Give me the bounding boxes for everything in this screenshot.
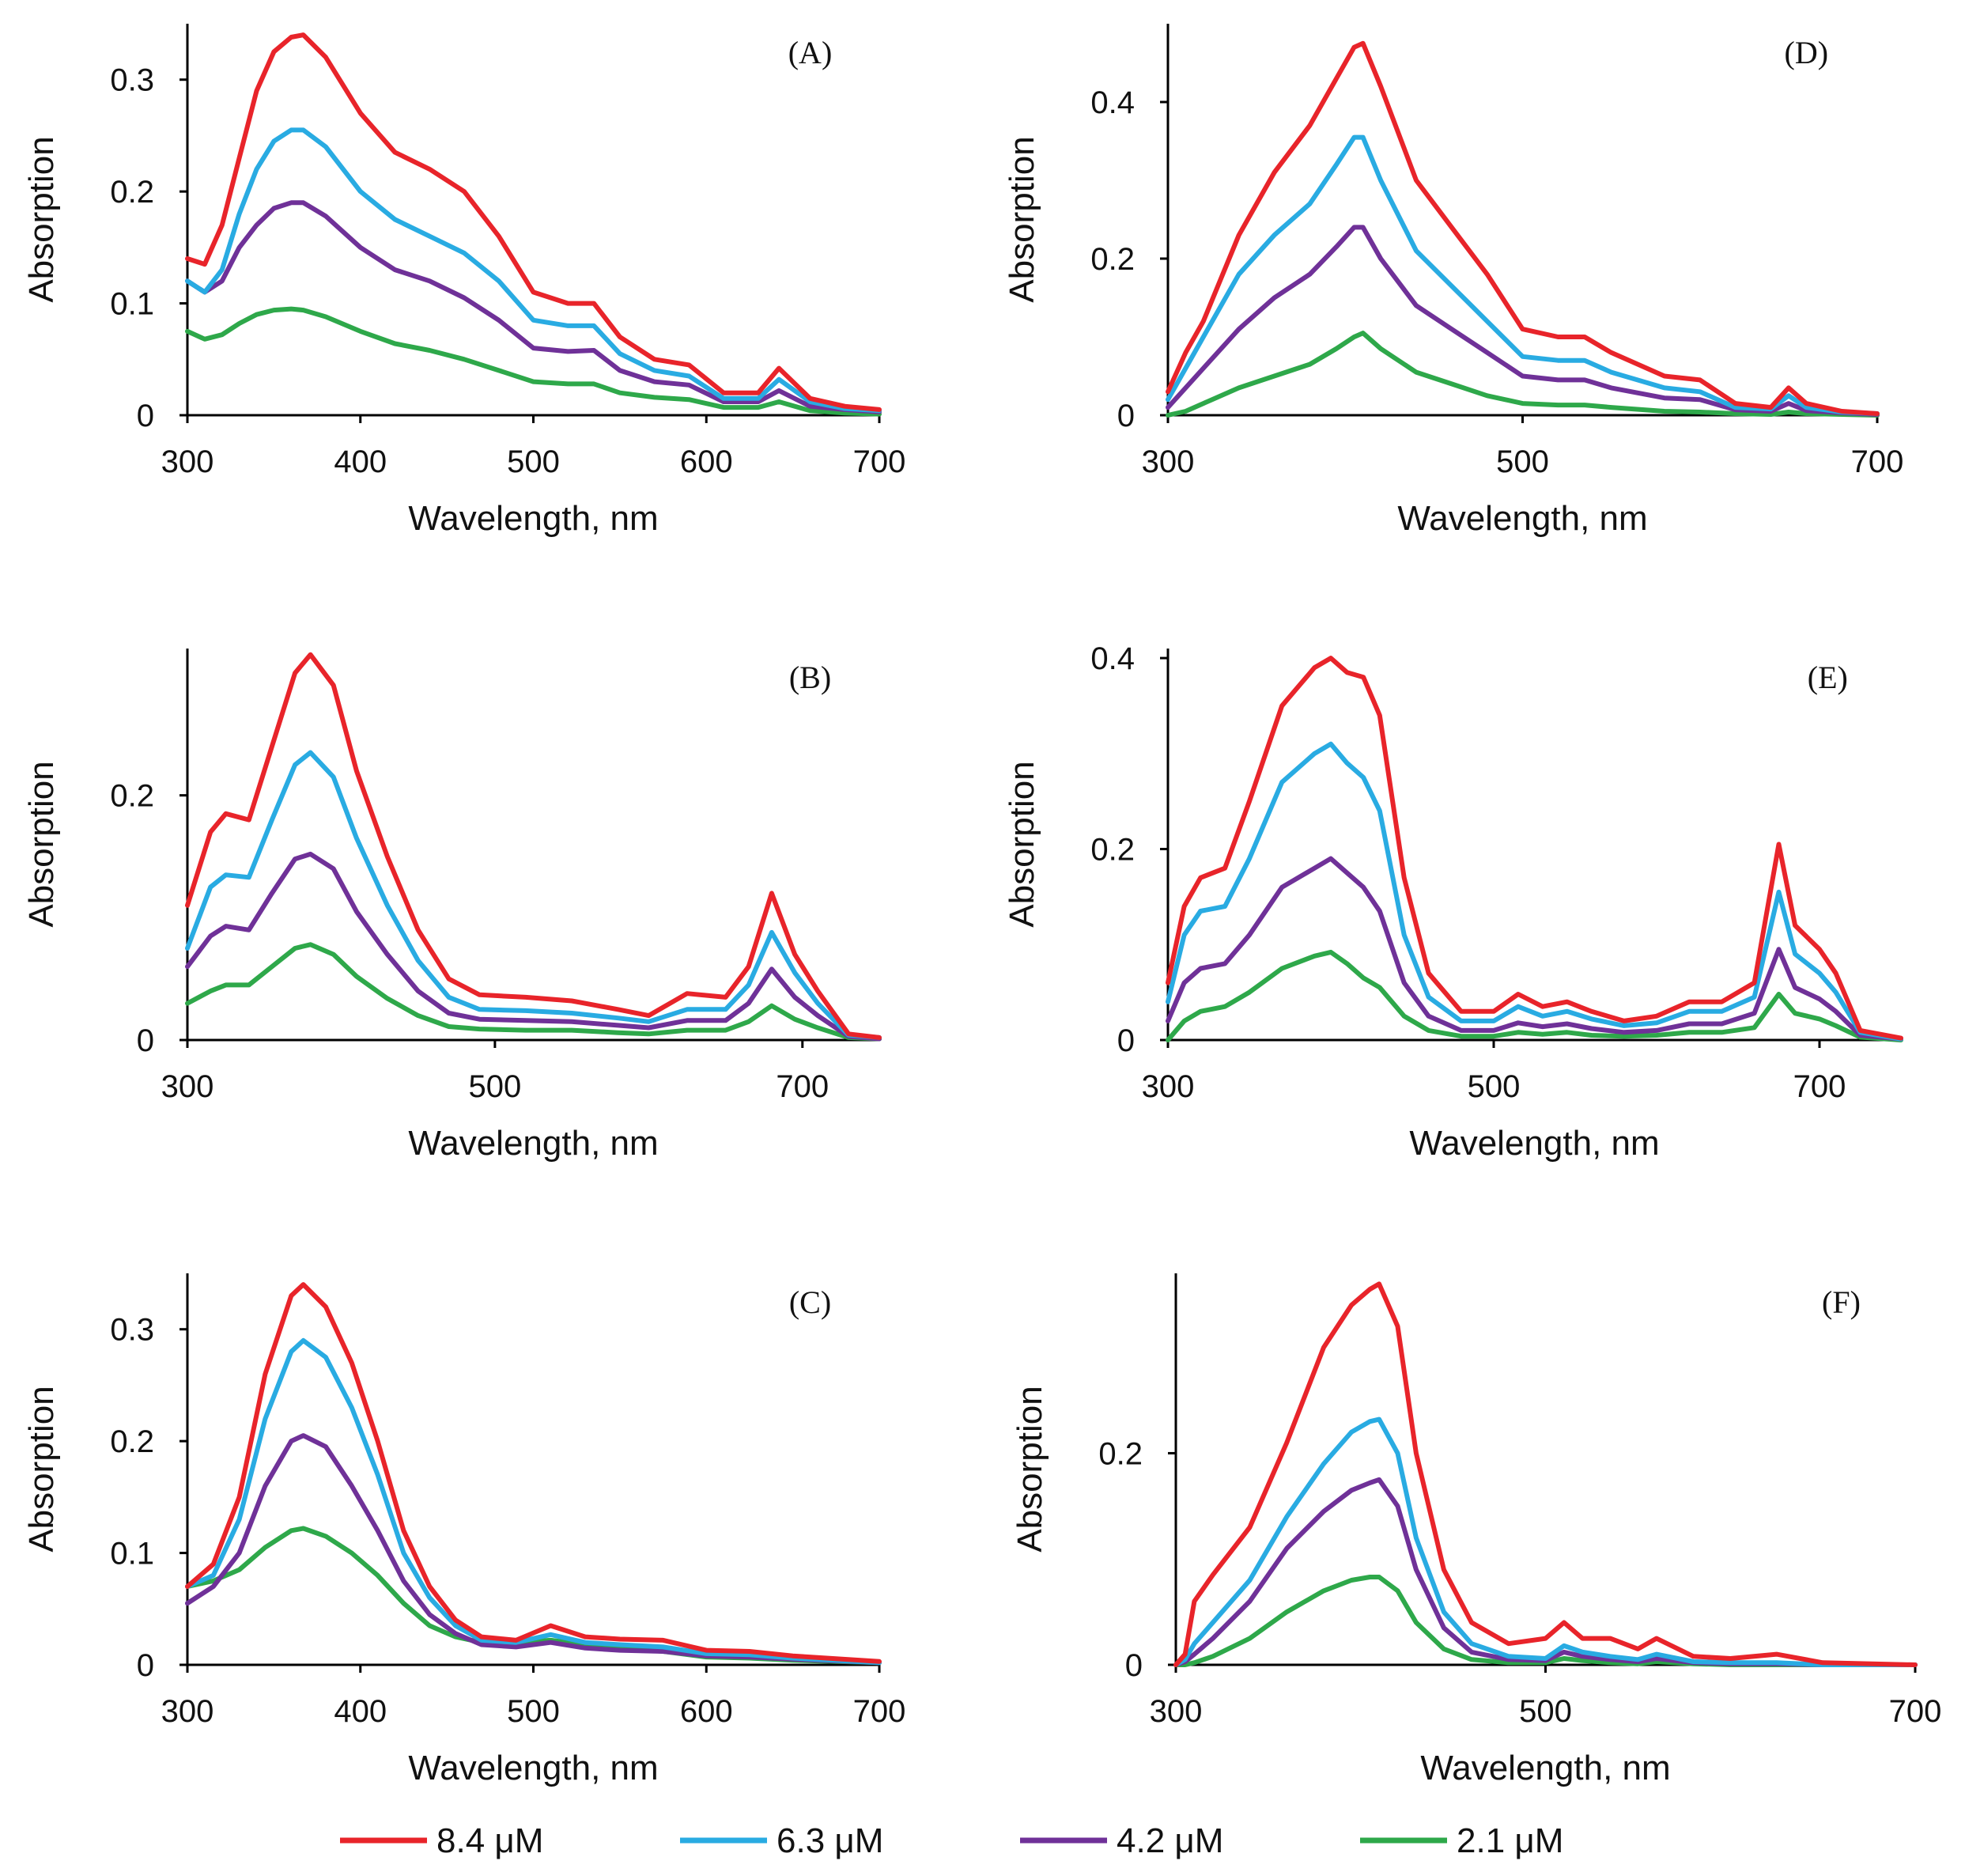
y-tick-label: 0.2 [110,175,154,210]
x-tick-label: 700 [853,1694,906,1729]
series-line [185,851,882,1042]
x-tick-label: 500 [507,444,560,479]
y-tick-label: 0 [137,399,154,433]
x-tick-label: 500 [507,1694,560,1729]
series-line [185,652,882,1040]
y-tick-label: 0 [1125,1648,1143,1683]
series-line [1166,40,1880,416]
legend-item: 2.1 μM [1360,1821,1563,1860]
series-line [185,750,882,1040]
x-tick-label: 400 [334,1694,387,1729]
x-tick-label: 700 [1851,444,1904,479]
panel-a: 300 400 500 600 700 0 0.1 0.2 0.3 Wavelength, nm A… [22,24,905,538]
x-tick-label: 600 [680,444,733,479]
legend-item: 8.4 μM [340,1821,543,1860]
x-tick-label: 300 [161,1069,214,1104]
y-axis-label: Absorption [1003,136,1041,302]
y-tick-label: 0.2 [1098,1436,1143,1471]
panel-f: 300 500 700 0 0.2 Wavelength, nm Absorption (F) [1011,1273,1941,1787]
series-line [1166,331,1880,418]
legend-item: 6.3 μM [680,1821,883,1860]
x-tick-label: 500 [469,1069,522,1104]
series-line [185,942,882,1042]
y-tick-label: 0.1 [110,287,154,322]
panel-e: 300 500 700 0 0.2 0.4 Wavelength, nm Absorption… [1003,641,1903,1163]
series-line [185,1282,882,1664]
y-axis-label: Absorption [22,1386,61,1552]
legend-label: 6.3 μM [777,1821,883,1860]
x-tick-label: 400 [334,444,387,479]
y-tick-label: 0.2 [1090,242,1135,277]
panel-label: (D) [1785,35,1829,70]
series-line [185,1337,882,1666]
x-axis-label: Wavelength, nm [1420,1749,1670,1787]
legend-label: 2.1 μM [1457,1821,1563,1860]
x-axis-label: Wavelength, nm [408,1749,658,1787]
y-tick-label: 0.2 [110,1424,154,1459]
x-tick-label: 700 [853,444,906,479]
x-axis-label: Wavelength, nm [408,499,658,538]
x-tick-label: 700 [1889,1694,1942,1729]
y-tick-label: 0.4 [1090,85,1135,120]
legend: 8.4 μM 6.3 μM 4.2 μM 2.1 μM [340,1821,1563,1860]
panel-b: 300 500 700 0 0.2 Wavelength, nm Absorption (B) [22,649,882,1163]
panel-label: (E) [1808,660,1848,695]
x-tick-label: 500 [1496,444,1549,479]
x-tick-label: 500 [1519,1694,1572,1729]
series-line [1166,949,1903,1042]
series-line [1173,1281,1918,1667]
y-tick-label: 0.3 [110,1313,154,1348]
chart-panels: 300 400 500 600 700 0 0.1 0.2 0.3 Wavelength, nm A… [22,24,1941,1787]
y-tick-label: 0.2 [1090,833,1135,868]
y-tick-label: 0 [1117,399,1135,433]
x-tick-label: 300 [1142,444,1195,479]
y-axis-label: Absorption [22,136,61,302]
series-line [1166,741,1903,1042]
x-tick-label: 700 [1793,1069,1846,1104]
series-line [185,306,882,417]
y-tick-label: 0 [1117,1023,1135,1058]
series-line [1166,856,1903,1042]
x-tick-label: 700 [776,1069,829,1104]
series-line [185,127,882,414]
legend-label: 8.4 μM [436,1821,543,1860]
panel-d: 300 500 700 0 0.2 0.4 Wavelength, nm Absorption… [1003,24,1903,538]
y-axis-label: Absorption [1003,761,1041,927]
x-axis-label: Wavelength, nm [1409,1124,1659,1163]
panel-label: (A) [788,35,833,70]
x-tick-label: 300 [161,1694,214,1729]
x-tick-label: 500 [1468,1069,1521,1104]
x-axis-label: Wavelength, nm [1397,499,1647,538]
x-tick-label: 600 [680,1694,733,1729]
panel-label: (B) [789,660,831,695]
panel-label: (F) [1822,1284,1861,1320]
y-tick-label: 0 [137,1648,154,1683]
y-tick-label: 0.2 [110,779,154,814]
series-line [185,32,882,412]
x-tick-label: 300 [1142,1069,1195,1104]
series-line [1166,656,1903,1041]
y-tick-label: 0.1 [110,1537,154,1572]
legend-item: 4.2 μM [1020,1821,1223,1860]
y-tick-label: 0.4 [1090,641,1135,676]
x-tick-label: 300 [161,444,214,479]
panel-label: (C) [789,1284,831,1320]
x-axis-label: Wavelength, nm [408,1124,658,1163]
y-axis-label: Absorption [1011,1386,1049,1552]
x-tick-label: 300 [1150,1694,1203,1729]
y-tick-label: 0 [137,1023,154,1058]
series-line [1173,1416,1918,1667]
legend-label: 4.2 μM [1117,1821,1223,1860]
y-tick-label: 0.3 [110,63,154,98]
series-line [185,1433,882,1666]
series-line [185,200,882,414]
y-axis-label: Absorption [22,761,61,927]
panel-c: 300 400 500 600 700 0 0.1 0.2 0.3 Wavelength, nm A… [22,1273,905,1787]
